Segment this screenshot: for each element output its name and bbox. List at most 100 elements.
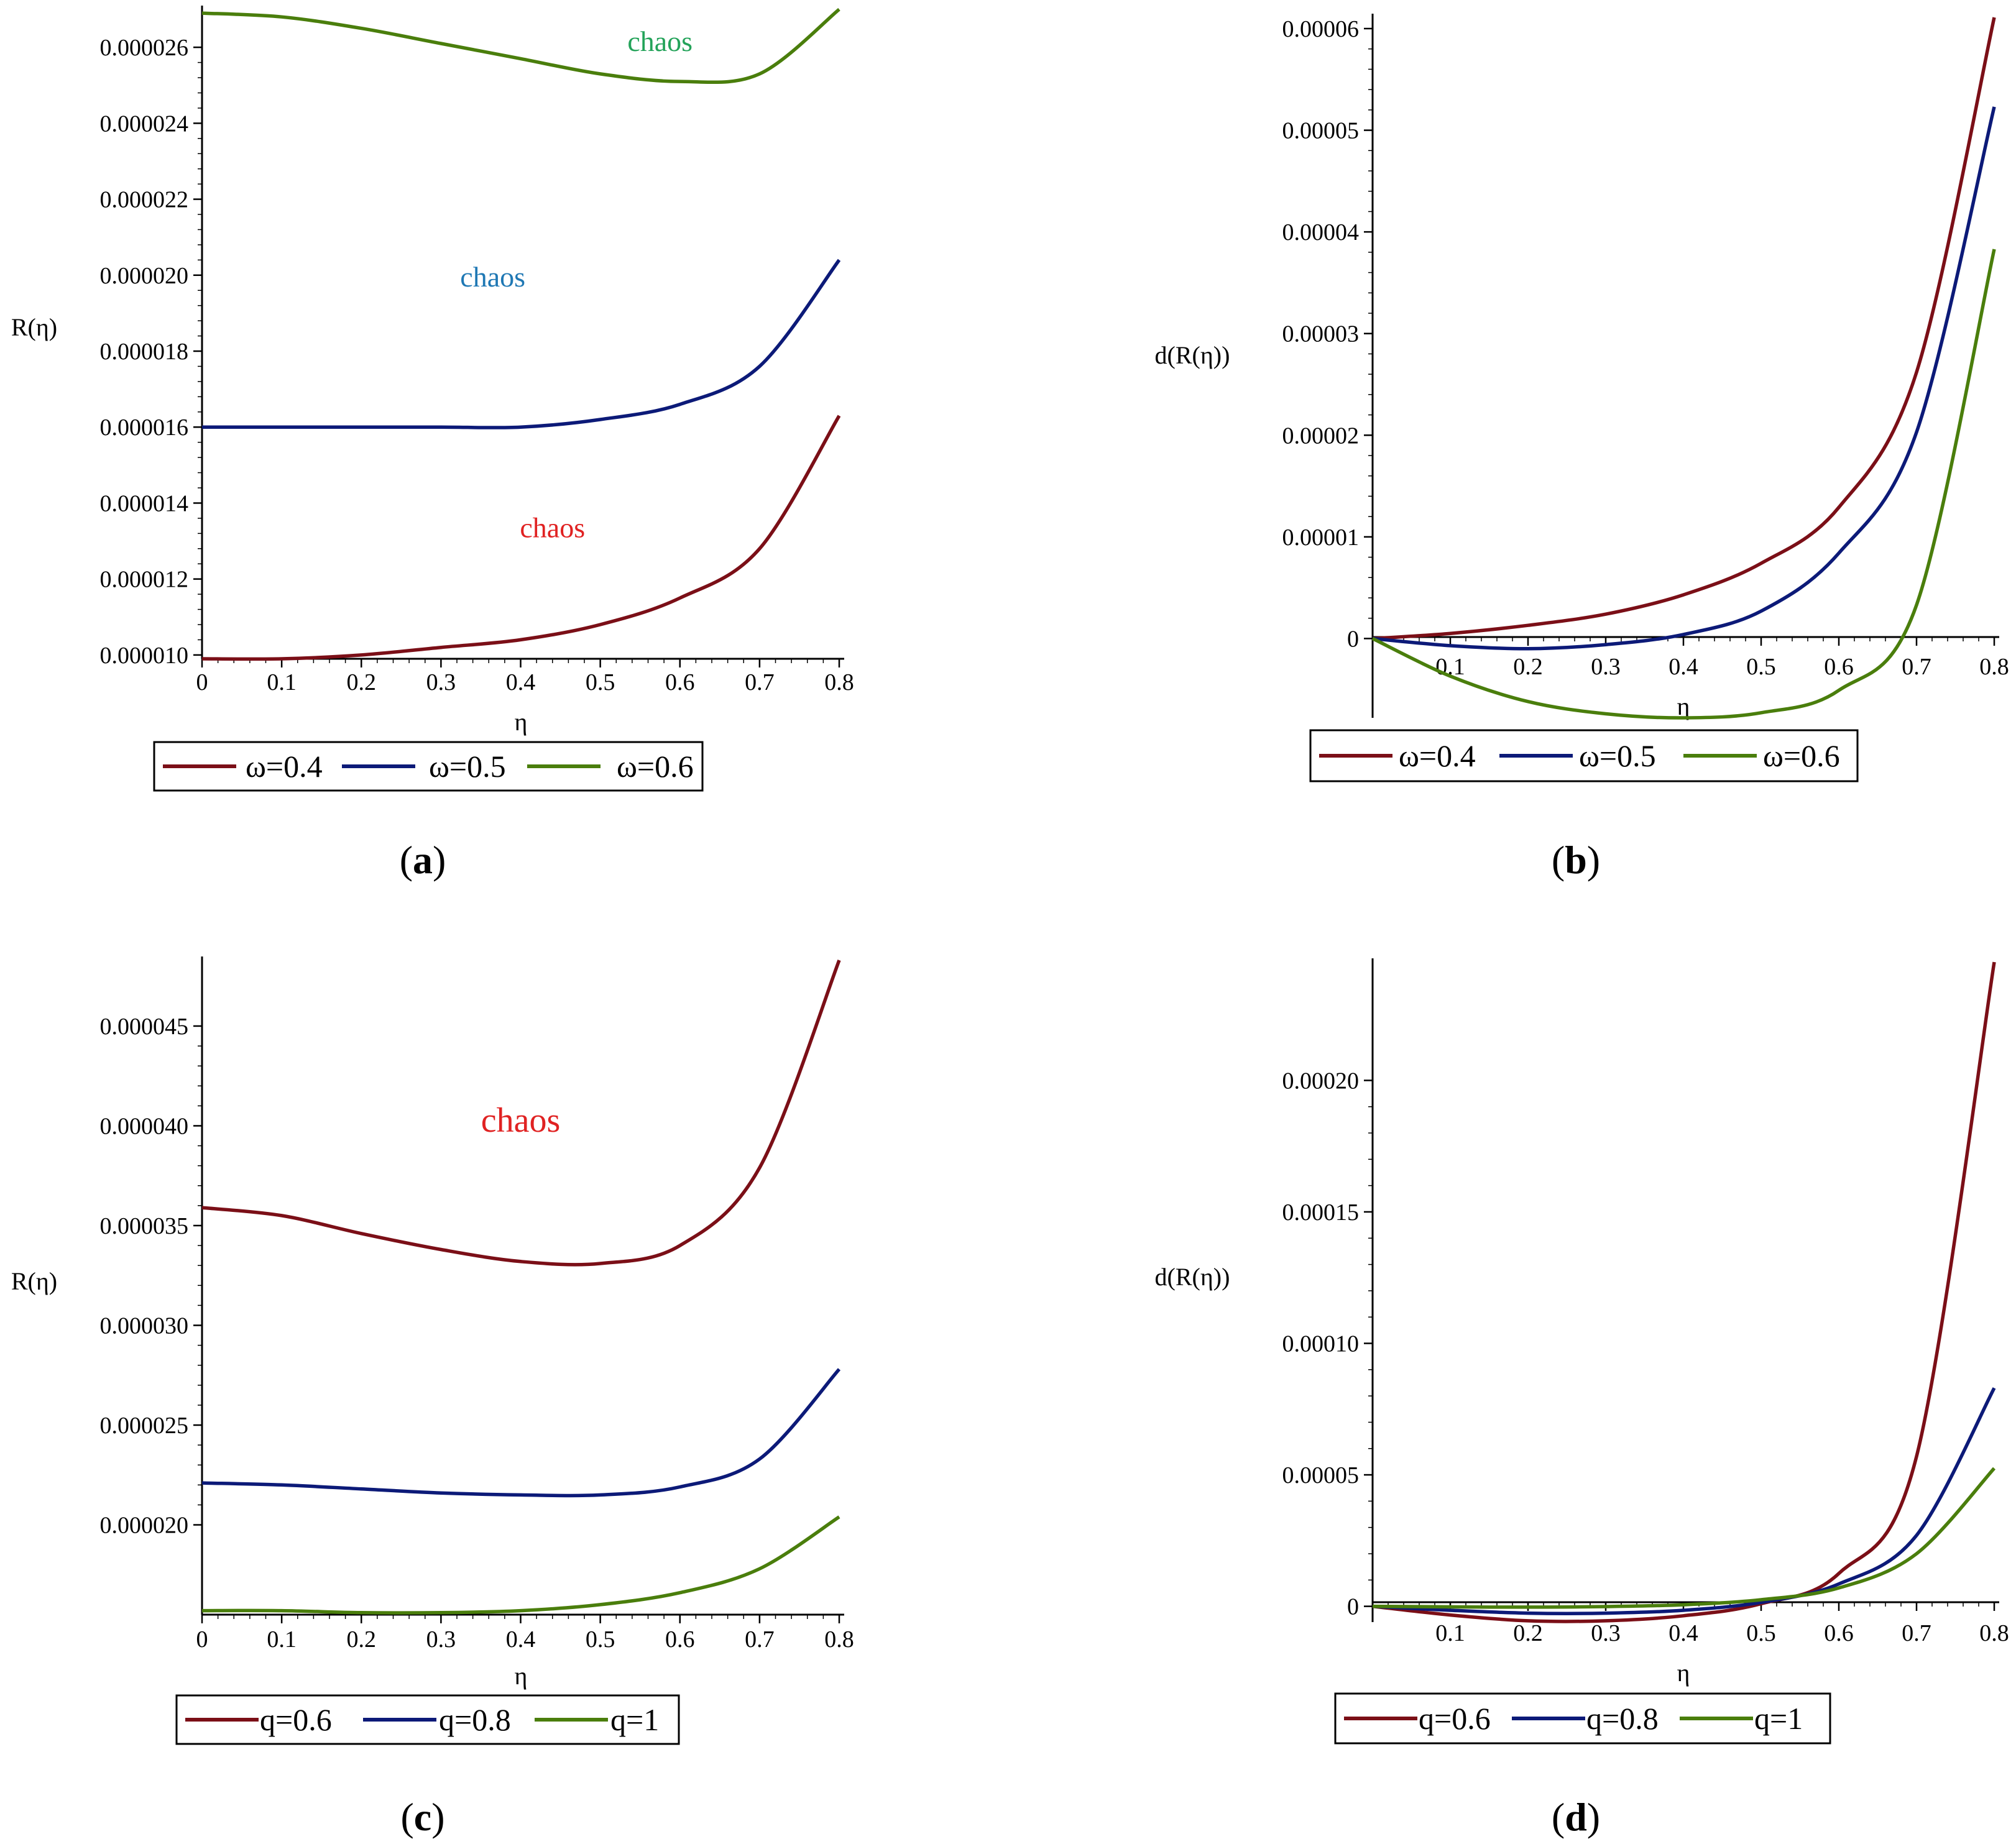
y-tick-label: 0.00006 xyxy=(1282,16,1360,42)
chart-panel-d: 0.1 0.2 0.3 0.4 0.5 0.6 0.7 0.8 0 0.00005 0.00010 0… xyxy=(1155,958,2009,1839)
x-tick-label: 0.4 xyxy=(506,669,536,695)
panel-caption: (c) xyxy=(400,1795,444,1839)
panel-caption: (b) xyxy=(1552,838,1600,882)
caption-letter: b xyxy=(1565,838,1587,882)
y-tick-label: 0.000016 xyxy=(100,415,189,441)
caption-close-paren: ) xyxy=(1587,838,1600,882)
x-axis-label: η xyxy=(1677,692,1690,720)
y-tick-label: 0.000018 xyxy=(100,339,189,365)
x-tick-label: 0.2 xyxy=(347,669,377,695)
y-tick-label: 0.000012 xyxy=(100,567,189,593)
x-tick-label: 0.4 xyxy=(506,1626,536,1653)
legend-label: q=1 xyxy=(610,1702,659,1737)
legend: ω=0.4 ω=0.5 ω=0.6 xyxy=(1309,729,1859,782)
x-tick-label: 0.5 xyxy=(1746,1620,1776,1646)
x-axis-label: η xyxy=(515,708,528,736)
series-line-ω=0.5 xyxy=(1372,106,1996,651)
x-tick-label: 0.3 xyxy=(426,669,456,695)
x-axis-label: η xyxy=(1677,1659,1690,1687)
x-axis-label: η xyxy=(515,1662,528,1690)
x-tick-label: 0.2 xyxy=(1513,1620,1543,1646)
x-tick-label: 0.8 xyxy=(824,1626,854,1653)
chart-panel-a: 0 0.1 0.2 0.3 0.4 0.5 0.6 0.7 0.8 0.000010 0.00001… xyxy=(11,6,854,882)
x-tick-label: 0.1 xyxy=(267,1626,297,1653)
x-tick-label: 0.3 xyxy=(426,1626,456,1653)
y-tick-label: 0 xyxy=(1347,1594,1359,1620)
x-tick-label: 0.7 xyxy=(745,1626,775,1653)
caption-open-paren: ( xyxy=(1552,1795,1565,1839)
series-line-ω=0.6 xyxy=(1371,249,1996,720)
chart-panel-c: 0 0.1 0.2 0.3 0.4 0.5 0.6 0.7 0.8 0.000020 0.00002… xyxy=(11,956,854,1839)
series-line-q=0.6 xyxy=(201,960,841,1267)
x-tick-label: 0.6 xyxy=(1824,1620,1854,1646)
series-line-q=1 xyxy=(201,1515,840,1615)
series-line-ω=0.6 xyxy=(201,7,840,85)
legend: ω=0.4 ω=0.5 ω=0.6 xyxy=(153,741,704,792)
y-axis-label: d(R(η)) xyxy=(1155,1263,1230,1291)
panel-caption: (d) xyxy=(1552,1795,1600,1839)
legend-label: ω=0.4 xyxy=(1399,738,1476,773)
panel-caption: (a) xyxy=(400,838,446,882)
legend-label: ω=0.6 xyxy=(1763,738,1840,773)
caption-close-paren: ) xyxy=(431,1795,444,1839)
legend-label: ω=0.6 xyxy=(617,749,694,784)
series-line-q=0.8 xyxy=(201,1368,841,1498)
x-tick-label: 0.4 xyxy=(1668,654,1698,680)
x-tick-label: 0.5 xyxy=(586,1626,615,1653)
x-tick-label: 0.5 xyxy=(1746,654,1776,680)
series-line-q=0.8 xyxy=(1372,1387,1996,1615)
y-tick-label: 0.000022 xyxy=(100,187,189,213)
legend-label: q=0.8 xyxy=(1586,1701,1659,1736)
legend: q=0.6 q=0.8 q=1 xyxy=(1334,1692,1831,1745)
x-tick-label: 0.4 xyxy=(1668,1620,1698,1646)
y-tick-label: 0.000040 xyxy=(100,1113,189,1139)
y-tick-label: 0.000025 xyxy=(100,1413,189,1439)
legend-label: ω=0.5 xyxy=(429,749,506,784)
x-tick-label: 0.3 xyxy=(1591,1620,1621,1646)
series-line-ω=0.4 xyxy=(1372,17,1996,641)
caption-open-paren: ( xyxy=(400,838,413,882)
y-tick-label: 0.000010 xyxy=(100,643,189,669)
caption-letter: c xyxy=(414,1795,431,1839)
y-axis-label: R(η) xyxy=(11,1267,57,1295)
x-tick-label: 0 xyxy=(196,1626,208,1653)
x-tick-label: 0.7 xyxy=(745,669,775,695)
chart-panel-b: 0.1 0.2 0.3 0.4 0.5 0.6 0.7 0.800.000010.000020… xyxy=(1155,14,2009,882)
x-tick-label: 0.1 xyxy=(1435,1620,1465,1646)
series-line-ω=0.4 xyxy=(201,415,841,661)
y-tick-label: 0.00010 xyxy=(1282,1331,1360,1357)
y-tick-label: 0.000020 xyxy=(100,1513,189,1539)
x-tick-label: 0.7 xyxy=(1902,654,1931,680)
y-tick-label: 0.000030 xyxy=(100,1313,189,1339)
chaos-annotation: chaos xyxy=(481,1101,561,1140)
caption-close-paren: ) xyxy=(1587,1795,1600,1839)
series-line-q=1 xyxy=(1372,1467,1996,1609)
x-tick-label: 0.2 xyxy=(1513,654,1543,680)
y-tick-label: 0.00020 xyxy=(1282,1068,1360,1094)
y-tick-label: 0.00001 xyxy=(1282,525,1360,551)
y-tick-label: 0.00002 xyxy=(1282,423,1360,449)
y-axis-label: d(R(η)) xyxy=(1155,341,1230,369)
caption-open-paren: ( xyxy=(1552,838,1565,882)
series-line-ω=0.5 xyxy=(201,259,841,429)
legend-label: q=1 xyxy=(1754,1701,1803,1736)
x-tick-label: 0.6 xyxy=(665,669,695,695)
x-tick-label: 0.8 xyxy=(824,669,854,695)
caption-open-paren: ( xyxy=(400,1795,413,1839)
caption-letter: a xyxy=(413,838,433,882)
x-tick-label: 0 xyxy=(196,669,208,695)
y-tick-label: 0.00003 xyxy=(1282,321,1360,347)
y-tick-label: 0 xyxy=(1347,626,1359,652)
x-tick-label: 0.8 xyxy=(1979,1620,2009,1646)
chaos-annotation: chaos xyxy=(520,511,585,543)
y-tick-label: 0.000026 xyxy=(100,35,189,61)
chaos-annotation: chaos xyxy=(627,25,693,57)
x-tick-label: 0.8 xyxy=(1979,654,2009,680)
x-tick-label: 0.5 xyxy=(586,669,615,695)
legend-label: q=0.6 xyxy=(1419,1701,1491,1736)
x-tick-label: 0.6 xyxy=(665,1626,695,1653)
y-tick-label: 0.00015 xyxy=(1282,1199,1360,1226)
x-tick-label: 0.6 xyxy=(1824,654,1854,680)
x-tick-label: 0.2 xyxy=(347,1626,377,1653)
